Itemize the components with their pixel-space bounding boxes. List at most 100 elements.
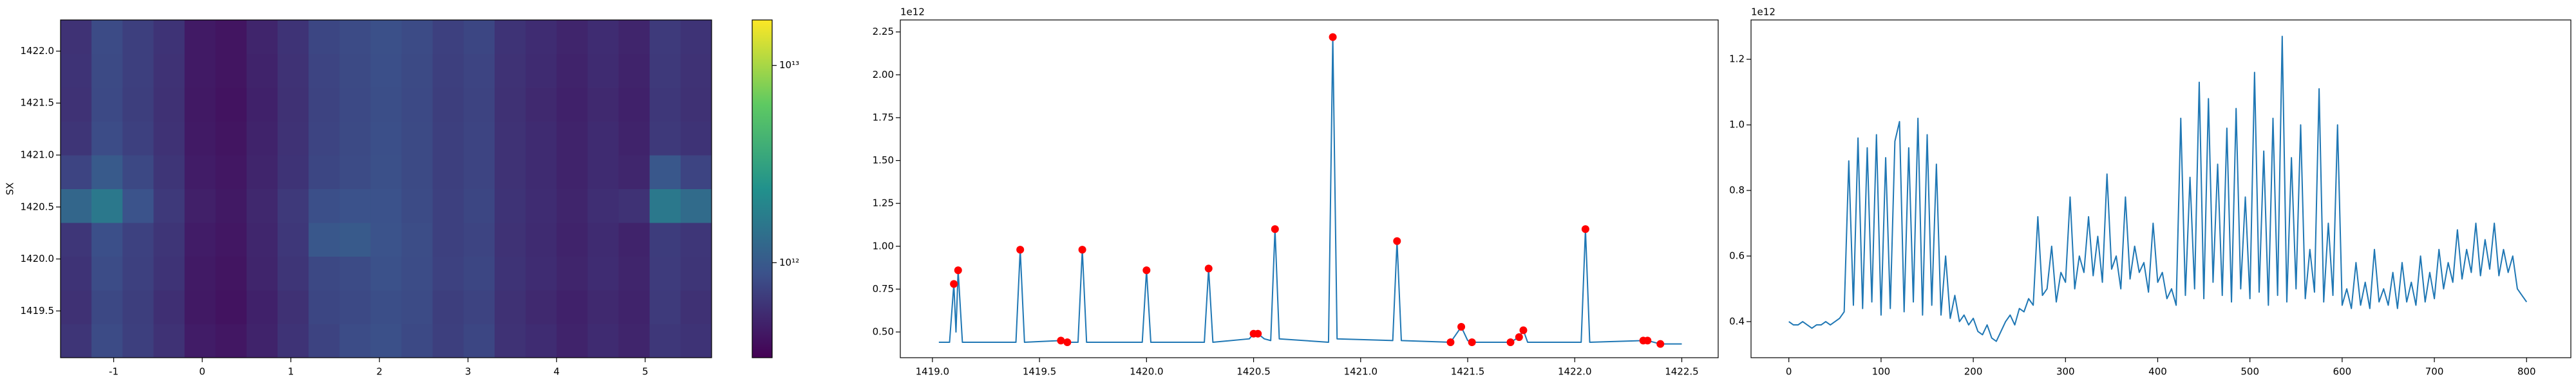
peak-marker: [1271, 225, 1279, 234]
y-tick-label: 2.00: [873, 69, 894, 80]
x-tick-label: 500: [2240, 366, 2259, 378]
peak-marker: [1643, 336, 1652, 345]
peak-marker: [1142, 266, 1151, 275]
peak-marker: [1468, 338, 1476, 347]
heatmap-cell: [495, 155, 526, 189]
data-line: [1788, 35, 2528, 342]
heatmap-cell: [153, 155, 185, 189]
heatmap-cell: [153, 121, 185, 156]
heatmap-cell: [526, 87, 557, 122]
x-tick-label: 5: [642, 366, 649, 378]
heatmap-cell: [91, 290, 123, 324]
heatmap-cell: [122, 121, 154, 156]
colorbar-tick-label: 10¹³: [779, 59, 799, 71]
heatmap-cell: [649, 256, 681, 291]
peak-marker: [1254, 329, 1262, 338]
heatmap-cell: [618, 53, 650, 88]
heatmap-cell: [463, 87, 495, 122]
heatmap-cell: [649, 155, 681, 189]
heatmap-cell: [649, 87, 681, 122]
heatmap-cell: [370, 188, 402, 223]
heatmap-cell: [91, 121, 123, 156]
heatmap-cell: [215, 324, 247, 358]
heatmap-cell: [184, 53, 216, 88]
heatmap-cell: [339, 256, 371, 291]
heatmap-cell: [61, 223, 92, 257]
x-tick-label: 1: [288, 366, 294, 378]
axes-frame: [900, 19, 1719, 358]
heatmap-cell: [278, 188, 309, 223]
heatmap-cell: [680, 87, 712, 122]
heatmap-cell: [649, 223, 681, 257]
heatmap-cell: [91, 324, 123, 358]
heatmap-cell: [495, 290, 526, 324]
y-tick-label: 0.50: [873, 326, 894, 338]
heatmap-cell: [246, 155, 278, 189]
heatmap-cell: [122, 20, 154, 54]
heatmap-cell: [432, 121, 464, 156]
heatmap-cell: [618, 223, 650, 257]
heatmap-cell: [246, 324, 278, 358]
heatmap-cell: [308, 223, 340, 257]
heatmap-cell: [587, 53, 620, 88]
heatmap-cell: [370, 20, 402, 54]
peak-marker: [954, 266, 962, 275]
heatmap-cell: [122, 256, 154, 291]
peak-marker: [1057, 336, 1065, 345]
heatmap-cell: [370, 53, 402, 88]
x-tick-label: 1421.0: [1344, 366, 1378, 378]
heatmap-cell: [308, 188, 340, 223]
heatmap-cell: [246, 53, 278, 88]
y-tick-label: 1.2: [1729, 53, 1745, 65]
heatmap-cell: [339, 53, 371, 88]
data-line: [938, 36, 1682, 345]
x-tick-label: 300: [2056, 366, 2075, 378]
heatmap-cell: [432, 20, 464, 54]
x-tick-label: 600: [2333, 366, 2352, 378]
heatmap-cell: [184, 290, 216, 324]
heatmap-cell: [401, 256, 433, 291]
heatmap-cell: [61, 20, 92, 54]
y-axis-label: SX: [5, 183, 16, 196]
heatmap-cell: [370, 87, 402, 122]
heatmap-cell: [122, 87, 154, 122]
y-tick-label: 1421.5: [21, 97, 55, 109]
heatmap-cell: [526, 256, 557, 291]
heatmap-cell: [61, 155, 92, 189]
heatmap-cell: [680, 324, 712, 358]
heatmap-cell: [184, 121, 216, 156]
heatmap-cell: [246, 188, 278, 223]
peak-marker: [1078, 246, 1086, 254]
heatmap-cell: [339, 87, 371, 122]
peak-marker: [1016, 246, 1025, 254]
heatmap-cell: [215, 87, 247, 122]
heatmap-cell: [61, 188, 92, 223]
heatmap-cell: [215, 256, 247, 291]
heatmap-cell: [370, 290, 402, 324]
heatmap-cell: [432, 87, 464, 122]
heatmap-cell: [587, 290, 620, 324]
y-tick-label: 0.4: [1729, 315, 1745, 327]
peak-marker: [1581, 225, 1589, 234]
heatmap-cell: [278, 155, 309, 189]
heatmap-cell: [680, 53, 712, 88]
heatmap-cell: [556, 223, 588, 257]
heatmap-cell: [370, 324, 402, 358]
heatmap-cell: [370, 256, 402, 291]
heatmap-cell: [184, 256, 216, 291]
y-tick-label: 1.00: [873, 240, 894, 252]
heatmap-cell: [308, 121, 340, 156]
x-tick-label: 1421.5: [1451, 366, 1485, 378]
heatmap-cell: [401, 324, 433, 358]
heatmap-cell: [649, 53, 681, 88]
peak-marker: [1515, 333, 1523, 342]
y-tick-label: 1421.0: [21, 149, 55, 161]
colorbar-tick-label: 10¹²: [779, 257, 799, 268]
peak-marker: [950, 280, 958, 288]
heatmap-cell: [91, 53, 123, 88]
heatmap-cell: [278, 290, 309, 324]
heatmap-cell: [463, 53, 495, 88]
peak-marker: [1656, 340, 1665, 348]
heatmap-cell: [278, 87, 309, 122]
heatmap-cell: [278, 20, 309, 54]
